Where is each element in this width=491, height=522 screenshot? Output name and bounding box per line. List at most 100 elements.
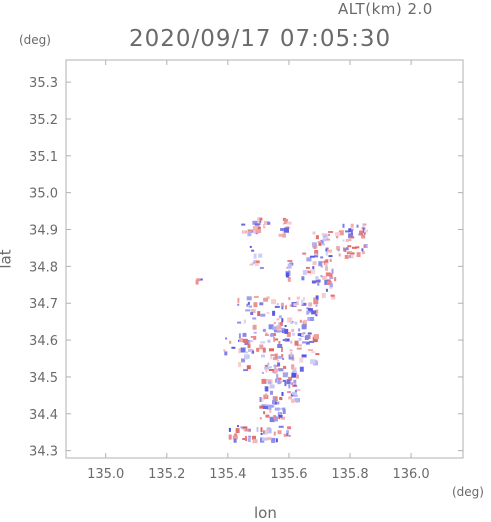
- echo-cell: [362, 224, 365, 230]
- echo-cell: [240, 426, 243, 429]
- echo-cell: [246, 303, 249, 307]
- echo-cell: [294, 340, 299, 346]
- echo-cell: [315, 276, 319, 281]
- echo-cell: [278, 379, 283, 382]
- echo-cell: [238, 333, 241, 339]
- echo-cell: [291, 398, 295, 403]
- echo-cell: [348, 228, 352, 233]
- echo-cell: [286, 331, 291, 337]
- y-tick-label: 34.9: [29, 224, 58, 239]
- echo-cell: [313, 244, 317, 249]
- echo-cell: [292, 366, 295, 371]
- echo-cell: [321, 243, 325, 246]
- echo-cell: [282, 234, 286, 238]
- echo-cell: [195, 279, 199, 285]
- echo-cell: [247, 344, 251, 349]
- echo-cell: [349, 234, 352, 237]
- echo-cell: [307, 308, 313, 312]
- echo-cell: [266, 312, 270, 314]
- echo-cell: [335, 232, 341, 237]
- echo-cell: [326, 234, 329, 239]
- echo-cell: [242, 332, 247, 337]
- echo-cell: [281, 329, 284, 334]
- echo-cell: [288, 434, 291, 437]
- echo-cell: [273, 321, 276, 324]
- echo-cell: [285, 305, 287, 310]
- echo-cell: [310, 359, 316, 365]
- echo-cell: [304, 336, 309, 340]
- echo-cell: [247, 231, 252, 237]
- echo-cell: [259, 417, 262, 420]
- echo-cell: [239, 338, 244, 343]
- echo-cell: [263, 411, 266, 415]
- echo-cell: [279, 322, 283, 327]
- echo-cell: [248, 340, 251, 344]
- echo-cell: [268, 381, 271, 384]
- y-tick-label: 35.0: [29, 187, 58, 202]
- echo-cell: [288, 376, 293, 381]
- echo-cell: [261, 354, 265, 358]
- echo-cell: [260, 427, 263, 433]
- echo-cell: [350, 230, 353, 235]
- echo-cell: [233, 438, 237, 443]
- echo-cell: [243, 319, 246, 324]
- echo-cell: [269, 408, 272, 413]
- echo-cell: [291, 328, 295, 332]
- echo-cell: [296, 344, 302, 347]
- echo-cell: [247, 301, 250, 305]
- echo-cell: [314, 255, 319, 258]
- echo-cell: [257, 226, 261, 230]
- echo-cell: [291, 382, 293, 386]
- echo-cell: [228, 434, 232, 440]
- echo-cell: [248, 435, 252, 438]
- echo-cell: [259, 267, 264, 269]
- echo-cell: [265, 332, 268, 336]
- echo-cell: [281, 354, 284, 357]
- echo-cell: [305, 266, 310, 269]
- echo-cell: [268, 366, 273, 369]
- echo-cell: [298, 337, 302, 341]
- echo-cell: [247, 229, 253, 233]
- echo-cell: [320, 256, 324, 259]
- echo-cell: [284, 227, 289, 233]
- echo-cell: [257, 311, 261, 317]
- echo-cell: [267, 339, 271, 343]
- echo-cell: [288, 269, 291, 272]
- echo-cell: [238, 348, 241, 354]
- echo-cell: [265, 368, 268, 373]
- echo-cell: [242, 338, 248, 343]
- echo-cell: [252, 220, 258, 225]
- echo-cell: [301, 354, 307, 358]
- echo-cell: [311, 351, 316, 354]
- echo-cell: [310, 269, 316, 275]
- y-axis-label: lat: [0, 249, 15, 269]
- echo-cell: [322, 233, 328, 238]
- echo-cell: [336, 234, 339, 239]
- echo-cell: [254, 263, 259, 266]
- echo-cell: [252, 317, 257, 320]
- echo-cell: [265, 379, 271, 382]
- echo-cell: [243, 230, 246, 234]
- echo-cell: [301, 302, 307, 306]
- echo-cell: [308, 302, 313, 307]
- echo-cell: [324, 262, 328, 266]
- x-tick-label: 135.0: [87, 467, 124, 482]
- echo-cell: [283, 365, 287, 369]
- echo-cell: [259, 344, 264, 350]
- echo-cell: [302, 252, 307, 255]
- echo-cell: [312, 266, 315, 270]
- echo-cell: [273, 415, 277, 420]
- echo-cell: [296, 347, 302, 350]
- echo-cell: [259, 397, 264, 402]
- echo-cell: [344, 254, 349, 259]
- echo-cell: [285, 272, 289, 278]
- echo-cell: [245, 309, 251, 312]
- echo-cell: [262, 347, 266, 353]
- echo-cell: [272, 400, 275, 405]
- echo-cell: [281, 318, 284, 323]
- echo-cell: [278, 315, 282, 319]
- echo-cell: [259, 397, 262, 402]
- echo-cell: [315, 235, 319, 240]
- echo-cell: [350, 223, 354, 228]
- echo-cell: [280, 302, 284, 307]
